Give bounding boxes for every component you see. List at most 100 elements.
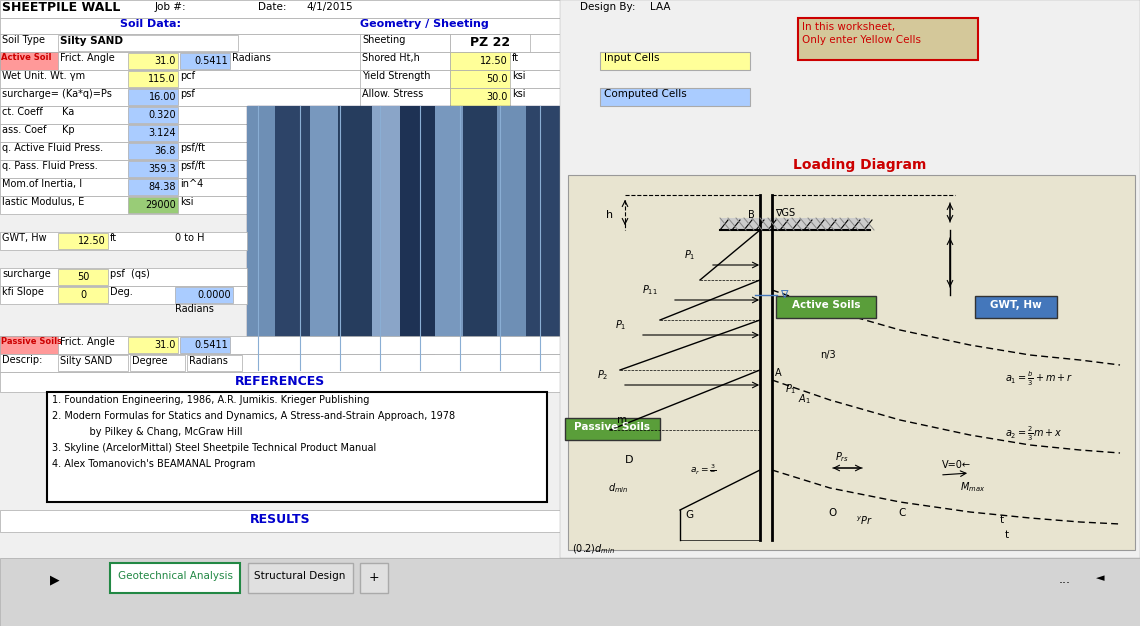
Bar	[600, 88, 750, 106]
Text: t: t	[1005, 530, 1009, 540]
Text: $a_r = \frac{3}{-}$: $a_r = \frac{3}{-}$	[690, 463, 717, 477]
Text: Shored Ht,h: Shored Ht,h	[363, 53, 420, 63]
Text: 12.50: 12.50	[79, 236, 106, 246]
Text: 0.320: 0.320	[148, 110, 176, 120]
Text: Allow. Stress: Allow. Stress	[363, 89, 423, 99]
Text: psf/ft: psf/ft	[180, 161, 205, 171]
Text: Radians: Radians	[189, 356, 228, 366]
Text: ▶: ▶	[50, 573, 59, 586]
Bar	[450, 70, 510, 88]
Text: $P_1$: $P_1$	[785, 382, 797, 396]
Bar	[360, 34, 450, 52]
Text: 115.0: 115.0	[148, 74, 176, 84]
Text: 0: 0	[80, 290, 86, 300]
Text: $a_2 = \frac{2}{3}m + x$: $a_2 = \frac{2}{3}m + x$	[1005, 425, 1062, 443]
Text: 4. Alex Tomanovich's BEAMANAL Program: 4. Alex Tomanovich's BEAMANAL Program	[52, 459, 255, 469]
Bar	[568, 175, 1135, 550]
Text: 84.38: 84.38	[148, 182, 176, 192]
Text: 4/1/2015: 4/1/2015	[306, 2, 352, 12]
Text: Yield Strength: Yield Strength	[363, 71, 431, 81]
Text: Structural Design: Structural Design	[254, 571, 345, 581]
Text: Soil Type: Soil Type	[2, 35, 44, 45]
Text: by Pilkey & Chang, McGraw Hill: by Pilkey & Chang, McGraw Hill	[52, 427, 243, 437]
Bar	[0, 70, 560, 88]
Text: Input Cells: Input Cells	[604, 53, 660, 63]
Text: 30.0: 30.0	[487, 92, 508, 102]
Bar	[526, 106, 560, 370]
Text: GWT, Hw: GWT, Hw	[991, 300, 1042, 310]
Text: Deg.: Deg.	[109, 287, 132, 297]
Bar	[0, 178, 560, 196]
Bar	[0, 510, 560, 532]
Bar	[565, 418, 660, 440]
Text: ksi: ksi	[512, 89, 526, 99]
Bar	[372, 106, 400, 370]
Text: psf: psf	[180, 89, 195, 99]
Text: Design By:: Design By:	[580, 2, 635, 12]
Text: Radians: Radians	[176, 304, 214, 314]
Bar	[337, 106, 372, 370]
Bar	[249, 563, 353, 593]
Text: Silty SAND: Silty SAND	[60, 356, 112, 366]
Text: $M_{max}$: $M_{max}$	[960, 480, 985, 494]
Text: ...: ...	[1059, 573, 1070, 586]
Bar	[109, 563, 241, 593]
Bar	[0, 142, 560, 160]
Bar	[58, 269, 108, 285]
Text: Descrip:: Descrip:	[2, 355, 42, 365]
Text: 12.50: 12.50	[480, 56, 508, 66]
Text: 31.0: 31.0	[155, 56, 176, 66]
Text: V=0←: V=0←	[942, 460, 971, 470]
Bar	[58, 35, 238, 51]
Text: ass. Coef: ass. Coef	[2, 125, 47, 135]
Text: Frict. Angle: Frict. Angle	[60, 337, 115, 347]
Text: surcharge= (Ka*q)=Ps: surcharge= (Ka*q)=Ps	[2, 89, 112, 99]
Text: 2. Modern Formulas for Statics and Dynamics, A Stress-and-Strain Approach, 1978: 2. Modern Formulas for Statics and Dynam…	[52, 411, 455, 421]
Text: +: +	[368, 571, 380, 584]
Bar	[275, 106, 310, 370]
Text: Soil Data:: Soil Data:	[120, 19, 181, 29]
Bar	[0, 336, 560, 354]
Bar	[360, 88, 450, 106]
Text: n/3: n/3	[820, 350, 836, 360]
Text: Active Soil: Active Soil	[1, 53, 51, 62]
Text: Computed Cells: Computed Cells	[604, 89, 686, 99]
Text: 31.0: 31.0	[155, 340, 176, 350]
Bar	[128, 71, 178, 87]
Bar	[128, 107, 178, 123]
Text: Geotechnical Analysis: Geotechnical Analysis	[117, 571, 233, 581]
Text: Active Soils: Active Soils	[792, 300, 861, 310]
Text: t: t	[1000, 515, 1004, 525]
Text: Degree: Degree	[132, 356, 168, 366]
Text: RESULTS: RESULTS	[250, 513, 310, 526]
Bar	[0, 160, 560, 178]
Bar	[128, 161, 178, 177]
Text: psf/ft: psf/ft	[180, 143, 205, 153]
Bar	[0, 124, 560, 142]
Text: PZ 22: PZ 22	[470, 36, 510, 49]
Bar	[0, 232, 247, 250]
Text: ksi: ksi	[512, 71, 526, 81]
Bar	[47, 392, 547, 502]
Bar	[450, 52, 510, 70]
Bar	[128, 197, 178, 213]
Bar	[0, 268, 247, 286]
Text: $P_2$: $P_2$	[596, 368, 608, 382]
Bar	[0, 106, 560, 124]
Text: $d_{min}$: $d_{min}$	[608, 481, 628, 495]
Text: 0.0000: 0.0000	[197, 290, 231, 300]
Text: LAA: LAA	[650, 2, 670, 12]
Text: 359.3: 359.3	[148, 164, 176, 174]
Bar	[450, 34, 530, 52]
Text: $P_{rs}$: $P_{rs}$	[834, 450, 849, 464]
Text: Passive Soils: Passive Soils	[1, 337, 62, 346]
Text: ∇GS: ∇GS	[775, 208, 795, 218]
Bar	[128, 143, 178, 159]
Text: lastic Modulus, E: lastic Modulus, E	[2, 197, 84, 207]
Bar	[0, 88, 560, 106]
Text: Mom.of Inertia, I: Mom.of Inertia, I	[2, 179, 82, 189]
Bar	[0, 34, 560, 52]
Bar	[798, 18, 978, 60]
Text: kfi Slope: kfi Slope	[2, 287, 43, 297]
Text: q. Pass. Fluid Press.: q. Pass. Fluid Press.	[2, 161, 98, 171]
